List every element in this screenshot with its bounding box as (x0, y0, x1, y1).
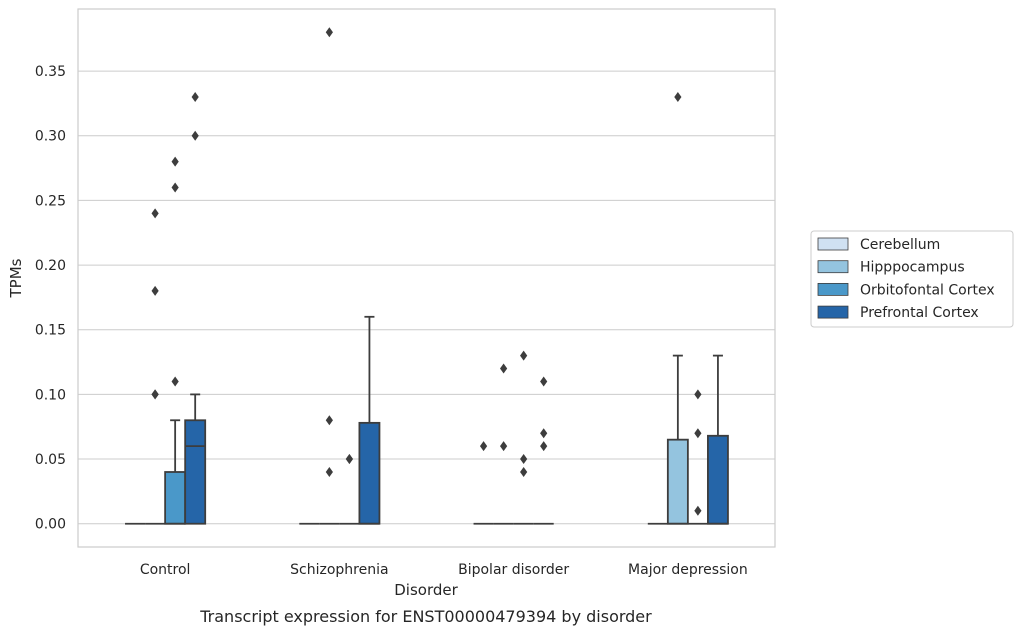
y-tick-label: 0.35 (35, 64, 66, 80)
box (666, 438, 689, 525)
legend-swatch (817, 282, 849, 296)
box (184, 419, 207, 525)
legend-label: Hipppocampus (860, 260, 965, 276)
box (164, 471, 187, 525)
box (358, 421, 381, 525)
legend-label: Cerebellum (860, 237, 940, 253)
box-group (164, 156, 187, 525)
y-tick-label: 0.20 (35, 258, 66, 274)
y-axis-label: TPMs (7, 258, 25, 298)
y-tick-label: 0.10 (35, 387, 66, 403)
outlier-point (171, 156, 179, 167)
x-tick-labels: Control Schizophrenia Bipolar disorder Majo… (140, 562, 748, 578)
outlier-point (171, 376, 179, 387)
box-group (339, 454, 360, 525)
legend-label: Orbitofontal Cortex (860, 282, 995, 298)
outlier-point (325, 415, 333, 426)
box-group (513, 350, 534, 525)
outlier-point (520, 454, 528, 465)
box-group (533, 376, 554, 525)
box-group (184, 91, 207, 525)
outlier-point (191, 91, 199, 102)
y-tick-label: 0.05 (35, 452, 66, 468)
x-tick-label: Schizophrenia (290, 562, 388, 578)
outlier-point (151, 208, 159, 219)
plot-layer (125, 27, 729, 525)
legend-swatch (817, 237, 849, 251)
outlier-point (520, 466, 528, 477)
legend-frame (810, 230, 1014, 328)
box-group (707, 354, 729, 525)
outlier-point (151, 389, 159, 400)
legend-swatch (817, 260, 849, 274)
outlier-point (540, 428, 548, 439)
outlier-point (171, 182, 179, 193)
outlier-point (325, 466, 333, 477)
y-tick-label: 0.30 (35, 129, 66, 145)
outlier-point (540, 376, 548, 387)
box-group (145, 208, 166, 525)
y-tick-label: 0.15 (35, 323, 66, 339)
outlier-point (191, 130, 199, 141)
x-tick-label: Major depression (628, 562, 748, 578)
outlier-point (345, 454, 353, 465)
plot-frame (77, 8, 776, 548)
x-tick-label: Control (140, 562, 191, 578)
outlier-point (520, 350, 528, 361)
outlier-point (540, 441, 548, 452)
legend-items: Cerebellum Hipppocampus Orbitofontal Corte… (817, 237, 995, 321)
box (707, 434, 729, 525)
box-group (687, 389, 708, 525)
outlier-point (479, 441, 488, 452)
y-tick-label: 0.25 (35, 193, 66, 209)
outlier-point (674, 91, 682, 102)
y-tick-label: 0.00 (35, 517, 66, 533)
x-tick-label: Bipolar disorder (458, 562, 569, 578)
box-group (493, 363, 514, 525)
x-axis-label: Disorder (394, 581, 458, 599)
outlier-point (694, 389, 702, 400)
box-group (666, 91, 689, 525)
box-group (473, 441, 494, 525)
outlier-point (694, 505, 702, 516)
outlier-point (325, 27, 333, 38)
legend-label: Prefrontal Cortex (860, 305, 979, 321)
outlier-point (500, 441, 508, 452)
y-tick-labels: 0.00 0.05 0.10 0.15 0.20 0.25 0.30 0.35 (35, 64, 66, 533)
legend-swatch (817, 305, 849, 319)
chart-caption: Transcript expression for ENST0000047939… (199, 607, 652, 626)
outlier-point (694, 428, 702, 439)
outlier-point (500, 363, 508, 374)
outlier-point (151, 285, 159, 296)
box-group (358, 315, 381, 525)
legend: Cerebellum Hipppocampus Orbitofontal Corte… (810, 230, 1014, 328)
box-group (319, 27, 340, 525)
